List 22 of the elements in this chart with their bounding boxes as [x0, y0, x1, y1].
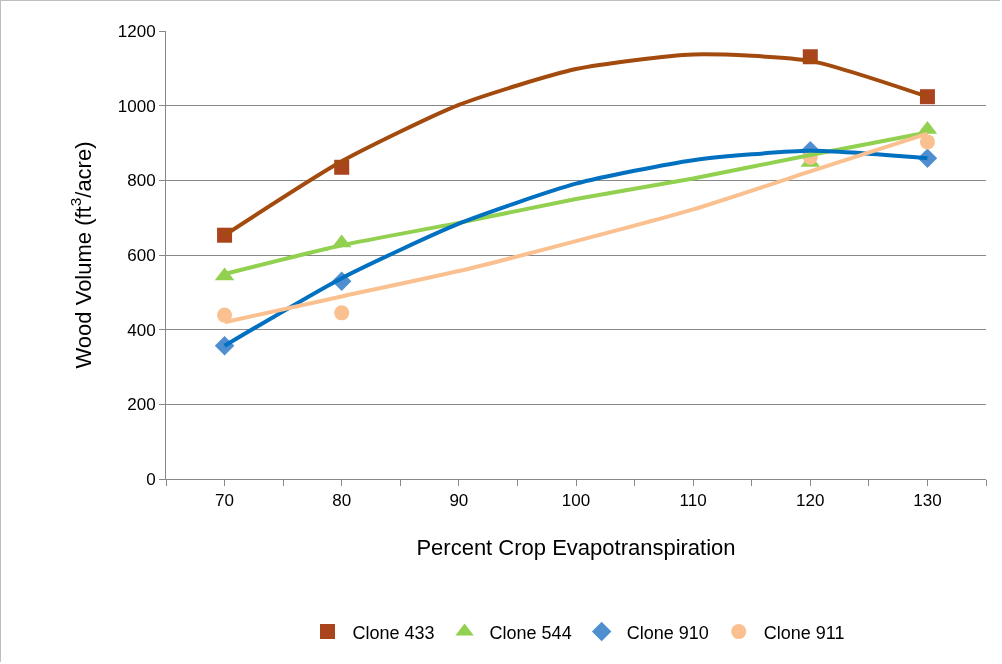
x-tick-label: 110	[679, 491, 707, 511]
y-tick-label: 400	[127, 320, 156, 340]
x-tick-label: 90	[449, 491, 469, 511]
x-tick-label: 80	[332, 491, 352, 511]
legend-label: Clone 910	[626, 622, 709, 643]
point	[217, 307, 233, 323]
point	[334, 305, 350, 321]
x-axis-title: Percent Crop Evapotranspiration	[416, 535, 736, 560]
y-tick-label: 1000	[117, 96, 156, 116]
y-tick-label: 1200	[117, 21, 156, 41]
y-tick-label: 800	[127, 171, 156, 191]
x-tick-label: 100	[561, 491, 591, 511]
legend-label: Clone 911	[763, 622, 845, 643]
point	[919, 134, 935, 150]
x-tick-label: 120	[796, 491, 825, 511]
legend-label: Clone 433	[352, 622, 435, 643]
x-tick-label: 130	[913, 491, 942, 511]
y-tick-label: 600	[127, 245, 156, 265]
y-tick-label: 0	[146, 469, 156, 489]
x-tick-label: 70	[215, 491, 235, 511]
legend-label: Clone 544	[489, 622, 572, 643]
y-tick-label: 200	[127, 395, 156, 415]
